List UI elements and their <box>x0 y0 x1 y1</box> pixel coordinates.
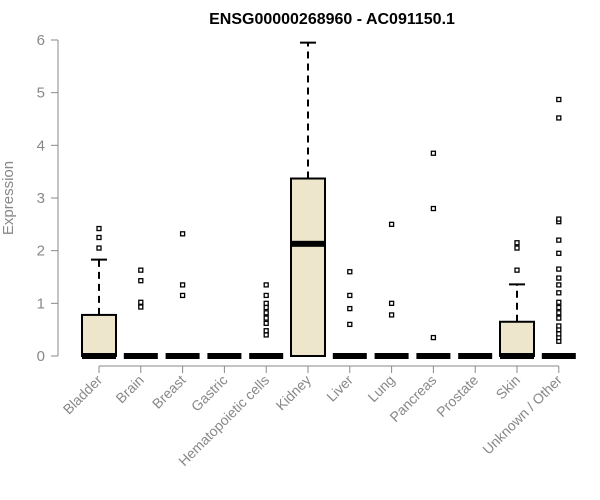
x-tick-label: Skin <box>493 372 524 403</box>
box-liver <box>332 269 367 359</box>
outlier-point <box>430 205 437 212</box>
outlier-point <box>179 292 186 299</box>
median-line <box>416 353 451 359</box>
outlier-point <box>263 292 269 299</box>
outlier-point <box>263 320 269 326</box>
y-tick-label: 5 <box>37 85 45 102</box>
outlier-point <box>263 315 269 321</box>
outlier-point <box>556 266 562 272</box>
y-tick-label: 3 <box>37 190 45 207</box>
y-tick-label: 1 <box>37 295 45 312</box>
median-line <box>374 353 409 359</box>
outlier-point <box>556 290 562 296</box>
y-tick-label: 0 <box>37 348 45 365</box>
outlier-point <box>263 304 269 311</box>
outlier-point <box>556 304 562 311</box>
outlier-point <box>556 250 562 256</box>
median-line <box>541 353 576 359</box>
y-axis-label: Expression <box>0 161 17 235</box>
outlier-point <box>556 96 562 103</box>
x-tick-label: Kidney <box>273 372 315 414</box>
outlier-point <box>263 310 269 316</box>
box-series <box>81 41 576 359</box>
box-lung <box>374 221 409 359</box>
outlier-point <box>347 305 353 312</box>
median-line <box>291 240 325 247</box>
outlier-point <box>263 300 269 306</box>
outlier-point <box>388 312 395 318</box>
outlier-point <box>347 321 353 328</box>
box-bladder <box>81 225 117 359</box>
median-line <box>458 353 493 359</box>
outlier-point <box>263 332 269 338</box>
outlier-point <box>263 282 269 288</box>
box-brain <box>123 267 158 359</box>
outlier-point <box>138 278 144 284</box>
median-line <box>332 353 367 359</box>
outlier-point <box>514 240 520 246</box>
x-tick-label: Bladder <box>60 372 106 418</box>
outlier-point <box>347 292 353 299</box>
median-line <box>207 353 242 359</box>
x-tick-label: Prostate <box>433 372 481 420</box>
outlier-point <box>556 115 562 121</box>
outlier-point <box>96 225 102 232</box>
outlier-point <box>556 275 562 281</box>
median-line <box>82 353 116 359</box>
outlier-point <box>556 299 562 305</box>
y-axis: 0 1 2 3 4 5 6 <box>37 32 59 365</box>
outlier-point <box>347 269 353 275</box>
outlier-point <box>138 299 144 305</box>
box-pancreas <box>416 150 451 359</box>
outlier-point <box>430 334 437 341</box>
box-body <box>499 320 535 357</box>
box-unknown-other <box>541 96 576 359</box>
median-line <box>500 353 534 359</box>
x-tick-label: Lung <box>364 372 397 405</box>
outlier-point <box>556 237 562 243</box>
y-tick-label: 6 <box>37 32 45 49</box>
box-prostate <box>458 353 493 359</box>
median-line <box>249 353 284 359</box>
x-tick-label: Breast <box>149 372 189 412</box>
x-tick-label: Liver <box>323 372 356 405</box>
y-tick-label: 4 <box>37 137 45 154</box>
outlier-point <box>388 221 395 227</box>
box-kidney <box>290 41 326 357</box>
x-tick-label: Brain <box>112 372 146 406</box>
outlier-point <box>556 216 562 222</box>
median-line <box>165 353 200 359</box>
outlier-point <box>138 304 144 310</box>
outlier-point <box>179 282 186 288</box>
outlier-point <box>514 245 520 251</box>
box-body <box>290 177 326 357</box>
outlier-point <box>138 267 144 273</box>
outlier-point <box>263 328 269 334</box>
outlier-point <box>96 234 102 241</box>
box-body <box>81 313 117 358</box>
outlier-point <box>556 323 562 329</box>
box-gastric <box>207 353 242 359</box>
box-skin <box>499 240 535 359</box>
median-line <box>123 353 158 359</box>
outlier-point <box>96 245 102 251</box>
x-tick-label: Unknown / Other <box>479 372 565 458</box>
outlier-point <box>556 310 562 316</box>
chart-title: ENSG00000268960 - AC091150.1 <box>209 11 455 28</box>
outlier-point <box>556 331 562 337</box>
outlier-point <box>430 150 437 156</box>
y-tick-label: 2 <box>37 243 45 260</box>
outlier-point <box>388 300 395 306</box>
box-hematopoietic-cells <box>249 282 284 359</box>
box-breast <box>165 231 200 359</box>
outlier-point <box>179 231 186 237</box>
outlier-point <box>556 315 562 321</box>
outlier-point <box>514 267 520 273</box>
outlier-point <box>556 282 562 288</box>
